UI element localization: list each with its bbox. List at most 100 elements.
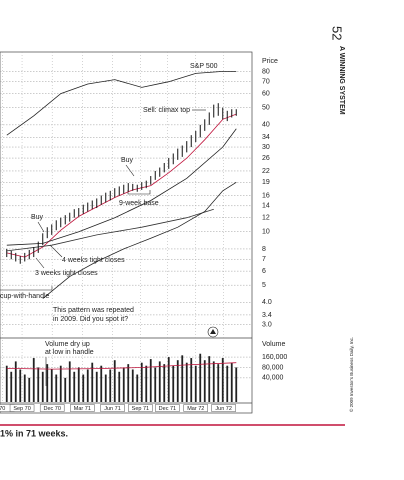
annotation: 4 weeks tight closes bbox=[62, 257, 125, 264]
y-tick-label: 3.4 bbox=[262, 312, 272, 319]
volume-bar bbox=[86, 369, 89, 402]
y-tick-label: 70 bbox=[262, 79, 270, 86]
x-tick-box bbox=[211, 404, 236, 412]
x-tick-label: 70 bbox=[0, 406, 5, 412]
y-tick-label: 160,000 bbox=[262, 354, 287, 361]
y-tick-label: 50 bbox=[262, 105, 270, 112]
volume-bar bbox=[37, 367, 40, 402]
volume-bar bbox=[208, 356, 211, 402]
y-tick-label: 7 bbox=[262, 256, 266, 263]
volume-bar bbox=[172, 365, 175, 402]
volume-bar bbox=[28, 377, 31, 402]
volume-bar bbox=[127, 364, 130, 402]
volume-bar bbox=[158, 361, 161, 402]
x-tick-label: Sep 71 bbox=[132, 406, 149, 412]
volume-bar bbox=[91, 362, 94, 402]
volume-bar bbox=[203, 360, 206, 402]
price-label: Price bbox=[262, 58, 278, 65]
y-tick-label: 8 bbox=[262, 246, 266, 253]
y-tick-label: 34 bbox=[262, 134, 270, 141]
volume-bar bbox=[82, 374, 85, 402]
volume-bar bbox=[14, 361, 17, 402]
arrow bbox=[37, 221, 45, 233]
volume-bar bbox=[77, 367, 80, 402]
arrow bbox=[125, 164, 135, 177]
volume-bar bbox=[190, 358, 193, 402]
volume-bar bbox=[154, 367, 157, 402]
x-tick-label: Mar 72 bbox=[187, 406, 204, 412]
volume-bar bbox=[41, 371, 44, 402]
x-tick-label: Mar 71 bbox=[74, 406, 91, 412]
icon-mark bbox=[210, 329, 216, 334]
page-number: 52 bbox=[330, 26, 345, 40]
sp-label: S&P 500 bbox=[190, 63, 218, 70]
volume-bar bbox=[23, 374, 26, 402]
volume-bar bbox=[176, 360, 179, 402]
y-tick-label: 60 bbox=[262, 90, 270, 97]
volume-bar bbox=[221, 358, 224, 402]
volume-bar bbox=[217, 364, 220, 402]
annotation: Buy bbox=[121, 157, 134, 164]
price-line bbox=[6, 128, 237, 246]
y-tick-label: 26 bbox=[262, 155, 270, 162]
y-tick-label: 22 bbox=[262, 168, 270, 175]
arrow bbox=[35, 257, 45, 269]
volume-bar bbox=[212, 361, 215, 402]
volume-bar bbox=[95, 371, 98, 402]
volume-bar bbox=[199, 353, 202, 402]
y-tick-label: 6 bbox=[262, 268, 266, 275]
x-tick-label: Sep 70 bbox=[13, 406, 30, 412]
arrow bbox=[49, 244, 63, 258]
volume-bar bbox=[109, 369, 112, 402]
x-tick-box bbox=[155, 404, 180, 412]
y-tick-label: 40,000 bbox=[262, 375, 284, 382]
volume-bar bbox=[136, 374, 139, 402]
volume-bar bbox=[149, 359, 152, 402]
y-tick-label: 40 bbox=[262, 122, 270, 129]
volume-bar bbox=[167, 357, 170, 402]
y-tick-label: 16 bbox=[262, 192, 270, 199]
x-tick-box bbox=[100, 404, 125, 412]
y-tick-label: 30 bbox=[262, 144, 270, 151]
annotation: 3 weeks tight closes bbox=[35, 270, 98, 277]
volume-bar bbox=[122, 367, 125, 402]
y-tick-label: 5 bbox=[262, 282, 266, 289]
volume-bar bbox=[104, 374, 107, 402]
volume-bar bbox=[5, 365, 8, 402]
volume-bar bbox=[19, 369, 22, 402]
volume-bar bbox=[100, 365, 103, 402]
y-tick-label: 80 bbox=[262, 68, 270, 75]
y-tick-label: 3.0 bbox=[262, 321, 272, 328]
cup-bracket bbox=[0, 286, 53, 291]
volume-label: Volume bbox=[262, 341, 285, 348]
volume-bar bbox=[64, 377, 67, 402]
volume-average bbox=[6, 362, 237, 370]
volume-bar bbox=[50, 369, 53, 402]
annotation: in 2009. Did you spot it? bbox=[53, 316, 128, 323]
price-line bbox=[6, 71, 237, 136]
running-head: A WINNING SYSTEM bbox=[338, 46, 345, 115]
annotation: Sell: climax top bbox=[143, 107, 190, 114]
annotation: cup-with-handle bbox=[0, 293, 50, 300]
price-line bbox=[6, 113, 237, 258]
volume-bar bbox=[226, 365, 229, 402]
x-tick-box bbox=[183, 404, 208, 412]
volume-bar bbox=[230, 362, 233, 402]
chart-frame bbox=[0, 51, 253, 414]
y-tick-label: 12 bbox=[262, 215, 270, 222]
volume-bar bbox=[140, 362, 143, 402]
x-tick-box bbox=[9, 404, 35, 412]
volume-bar bbox=[163, 364, 166, 402]
annotation: This pattern was repeated bbox=[53, 307, 134, 314]
volume-bar bbox=[181, 355, 184, 402]
volume-bar bbox=[55, 374, 58, 402]
volume-bar bbox=[185, 362, 188, 402]
volume-bar bbox=[46, 364, 49, 402]
annotation: at low in handle bbox=[45, 349, 94, 356]
x-tick-label: Dec 71 bbox=[159, 406, 176, 412]
volume-bar bbox=[59, 365, 62, 402]
annotation: Buy bbox=[31, 214, 44, 221]
volume-bar bbox=[113, 360, 116, 402]
x-tick-label: Jun 71 bbox=[104, 406, 121, 412]
y-tick-label: 19 bbox=[262, 179, 270, 186]
